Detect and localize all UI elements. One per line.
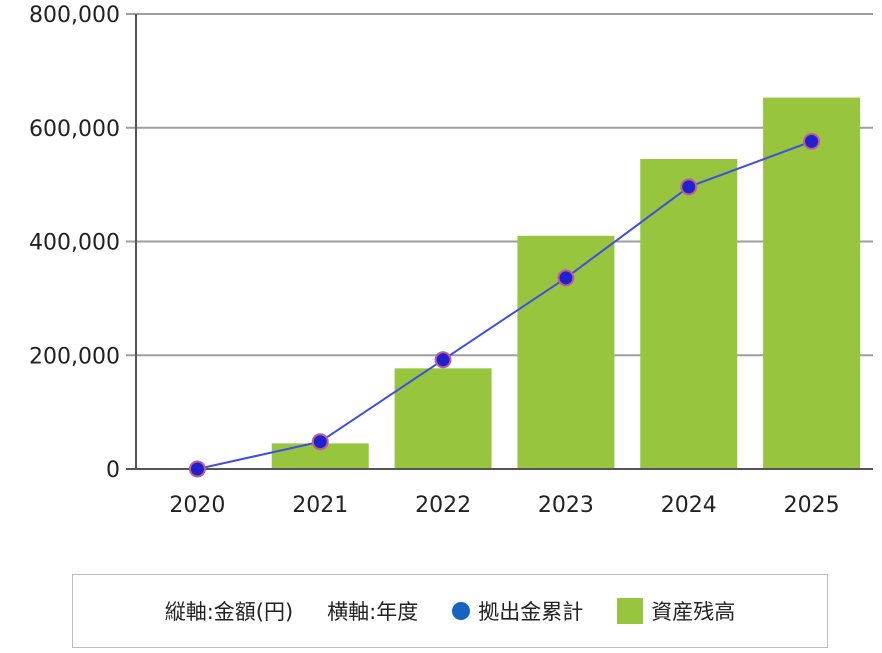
legend-item-contribution: 拠出金累計 bbox=[452, 596, 583, 626]
axes bbox=[126, 14, 873, 470]
bar-2022 bbox=[394, 368, 492, 469]
contribution-line bbox=[197, 140, 812, 470]
legend-x-axis-note-text: 横軸:年度 bbox=[327, 600, 419, 624]
point-2023 bbox=[557, 269, 575, 287]
legend-swatch-icon bbox=[617, 598, 644, 624]
point-2021 bbox=[311, 433, 329, 451]
x-tick-label: 2025 bbox=[784, 493, 840, 518]
y-tick-labels: 0 200,000 400,000 600,000 800,000 bbox=[29, 3, 120, 483]
legend-y-axis-note-text: 縦軸:金額(円) bbox=[164, 600, 294, 624]
gridlines bbox=[126, 13, 873, 357]
y-tick-label: 400,000 bbox=[29, 231, 120, 256]
x-tick-label: 2023 bbox=[538, 493, 594, 518]
x-tick-label: 2022 bbox=[415, 493, 471, 518]
y-tick-label: 0 bbox=[106, 458, 120, 483]
point-2025 bbox=[803, 132, 821, 150]
point-2020 bbox=[188, 460, 206, 478]
legend-dot-icon bbox=[452, 602, 471, 620]
legend-y-axis-note: 縦軸:金額(円) bbox=[165, 596, 293, 626]
contribution-polyline bbox=[197, 140, 812, 470]
y-tick-label: 200,000 bbox=[29, 344, 120, 369]
legend-item-balance: 資産残高 bbox=[617, 596, 735, 626]
bar-2024 bbox=[640, 159, 738, 469]
legend-balance-label: 資産残高 bbox=[651, 600, 736, 624]
bar-2025 bbox=[763, 97, 861, 469]
point-2022 bbox=[434, 351, 452, 369]
contribution-points bbox=[188, 132, 821, 478]
y-tick-label: 800,000 bbox=[29, 3, 120, 28]
x-tick-label: 2020 bbox=[169, 493, 225, 518]
legend-x-axis-note: 横軸:年度 bbox=[327, 596, 418, 626]
x-tick-labels: 2020 2021 2022 2023 2024 2025 bbox=[169, 493, 839, 518]
point-2024 bbox=[680, 178, 698, 196]
legend-contribution-label: 拠出金累計 bbox=[478, 600, 584, 624]
x-tick-label: 2024 bbox=[661, 493, 717, 518]
x-tick-label: 2021 bbox=[292, 493, 348, 518]
y-tick-label: 600,000 bbox=[29, 117, 120, 142]
legend: 縦軸:金額(円) 横軸:年度 拠出金累計 資産残高 bbox=[72, 574, 828, 648]
